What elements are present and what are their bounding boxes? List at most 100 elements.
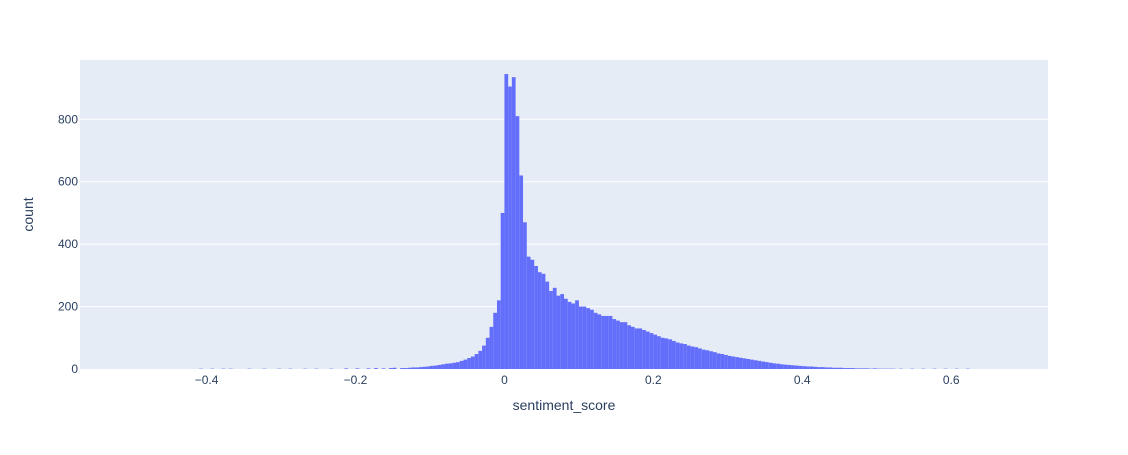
- histogram-bar: [583, 307, 587, 369]
- histogram-bar: [411, 367, 415, 369]
- histogram-bar: [441, 364, 445, 369]
- histogram-bar: [579, 307, 583, 369]
- histogram-bar: [467, 358, 471, 369]
- histogram-bar: [624, 322, 628, 369]
- histogram-bar: [642, 330, 646, 369]
- histogram-bar: [631, 327, 635, 369]
- histogram-bar: [657, 336, 661, 369]
- histogram-bar: [735, 357, 739, 369]
- histogram-bar: [739, 358, 743, 369]
- histogram-bar: [862, 368, 866, 369]
- y-tick-label: 800: [58, 112, 78, 126]
- histogram-bar: [423, 367, 427, 369]
- histogram-bar: [530, 260, 534, 369]
- histogram-bar: [836, 368, 840, 369]
- histogram-bar: [698, 348, 702, 369]
- histogram-bar: [854, 368, 858, 369]
- histogram-bar: [382, 368, 386, 369]
- histogram-bar: [728, 356, 732, 369]
- histogram-bar: [687, 346, 691, 369]
- histogram-bar: [590, 310, 594, 369]
- histogram-bar: [501, 213, 505, 369]
- histogram-bar: [493, 313, 497, 369]
- histogram-bar: [452, 363, 456, 369]
- histogram-bar: [437, 365, 441, 369]
- histogram-bar: [665, 338, 669, 369]
- histogram-bar: [400, 368, 404, 369]
- y-axis-title: count: [20, 197, 36, 231]
- histogram-bar: [650, 333, 654, 369]
- histogram-bar: [586, 308, 590, 369]
- histogram-bar: [787, 365, 791, 369]
- histogram-bar: [434, 366, 438, 369]
- histogram-bar: [635, 328, 639, 369]
- histogram-bar: [538, 272, 542, 369]
- histogram-bar: [560, 294, 564, 369]
- histogram-bar: [404, 368, 408, 369]
- histogram-bar: [791, 365, 795, 369]
- x-tick-label: −0.2: [344, 373, 368, 387]
- histogram-bar: [516, 116, 520, 369]
- histogram-bar: [866, 368, 870, 369]
- histogram-bar: [523, 222, 527, 369]
- histogram-bar: [843, 368, 847, 369]
- histogram-bar: [571, 303, 575, 369]
- histogram-bar: [598, 314, 602, 369]
- histogram-bar: [601, 316, 605, 369]
- histogram-bar: [504, 74, 508, 369]
- y-tick-label: 600: [58, 175, 78, 189]
- histogram-bar: [717, 353, 721, 369]
- histogram-bar: [527, 257, 531, 369]
- histogram-bar: [754, 360, 758, 369]
- y-tick-label: 400: [58, 237, 78, 251]
- histogram-bar: [765, 362, 769, 369]
- histogram-bar: [415, 367, 419, 369]
- histogram-bar: [746, 359, 750, 369]
- histogram-bar: [564, 299, 568, 369]
- histogram-bar: [553, 288, 557, 369]
- histogram-bar: [460, 361, 464, 369]
- histogram-bar: [873, 368, 877, 369]
- histogram-bar: [769, 363, 773, 369]
- histogram-bar: [475, 354, 479, 369]
- histogram-bar: [761, 362, 765, 369]
- histogram-bar: [344, 368, 348, 369]
- histogram-bar: [802, 366, 806, 369]
- histogram-bar: [840, 368, 844, 369]
- histogram-bar: [445, 364, 449, 369]
- histogram-bar: [419, 367, 423, 369]
- histogram-bar: [676, 342, 680, 369]
- histogram-bar: [356, 368, 360, 369]
- histogram-bar: [702, 350, 706, 369]
- y-tick-label: 200: [58, 300, 78, 314]
- histogram-bar: [825, 367, 829, 369]
- histogram-bar: [512, 77, 516, 369]
- histogram-bar: [810, 367, 814, 369]
- histogram-bar: [612, 319, 616, 369]
- histogram-bar: [799, 366, 803, 369]
- histogram-bar: [817, 367, 821, 369]
- histogram-bar: [594, 313, 598, 369]
- histogram-bar: [691, 347, 695, 369]
- histogram-bar: [568, 302, 572, 369]
- histogram-bar: [374, 368, 378, 369]
- histogram-bar: [743, 358, 747, 369]
- histogram-bar: [542, 274, 546, 369]
- histogram-bar: [393, 368, 397, 369]
- histogram-bar: [616, 321, 620, 369]
- histogram-bar: [679, 343, 683, 369]
- histogram-bar: [709, 351, 713, 369]
- histogram-bar: [683, 344, 687, 369]
- histogram-bar: [620, 322, 624, 369]
- histogram-bar: [471, 357, 475, 369]
- histogram-bar: [519, 175, 523, 369]
- histogram-bar: [694, 347, 698, 369]
- histogram-bar: [851, 368, 855, 369]
- histogram-bar: [426, 367, 430, 369]
- histogram-bar: [832, 368, 836, 369]
- x-tick-label: 0.4: [794, 373, 811, 387]
- histogram-bar: [449, 363, 453, 369]
- histogram-bar: [638, 328, 642, 369]
